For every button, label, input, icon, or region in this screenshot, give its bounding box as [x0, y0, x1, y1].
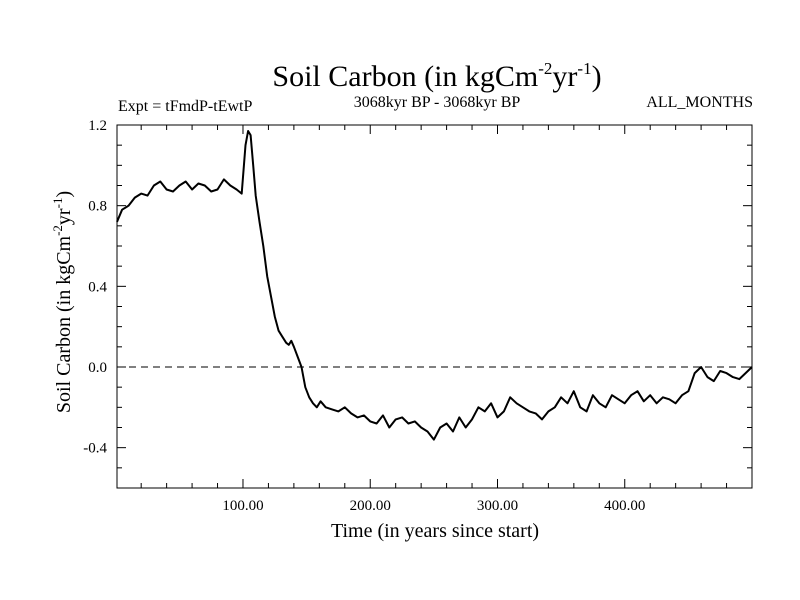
months-label: ALL_MONTHS: [646, 94, 753, 111]
plot-frame: [116, 124, 753, 489]
x-tick-label: 300.00: [477, 498, 518, 514]
x-axis-label: Time (in years since start): [331, 520, 539, 542]
y-tick-label: 0.0: [88, 360, 107, 376]
y-axis-label: Soil Carbon (in kgCm-2yr-1): [50, 191, 75, 413]
experiment-label: Expt = tFmdP-tEwtP: [118, 98, 252, 115]
y-tick-label: 0.8: [88, 199, 107, 215]
y-tick-label: -0.4: [83, 441, 107, 457]
chart-title: Soil Carbon (in kgCm-2yr-1): [272, 59, 601, 93]
plot-area: 100.00 200.00 300.00 400.00 1.2 0.8 0.4 0.0 -0.4: [83, 118, 753, 514]
soil-carbon-series-line: [116, 130, 753, 441]
x-tick-label: 400.00: [604, 498, 645, 514]
y-tick-label: 1.2: [88, 118, 107, 134]
x-tick-label: 200.00: [350, 498, 391, 514]
x-tick-label: 100.00: [222, 498, 263, 514]
y-tick-label: 0.4: [88, 279, 107, 295]
period-label: 3068kyr BP - 3068kyr BP: [354, 94, 521, 111]
